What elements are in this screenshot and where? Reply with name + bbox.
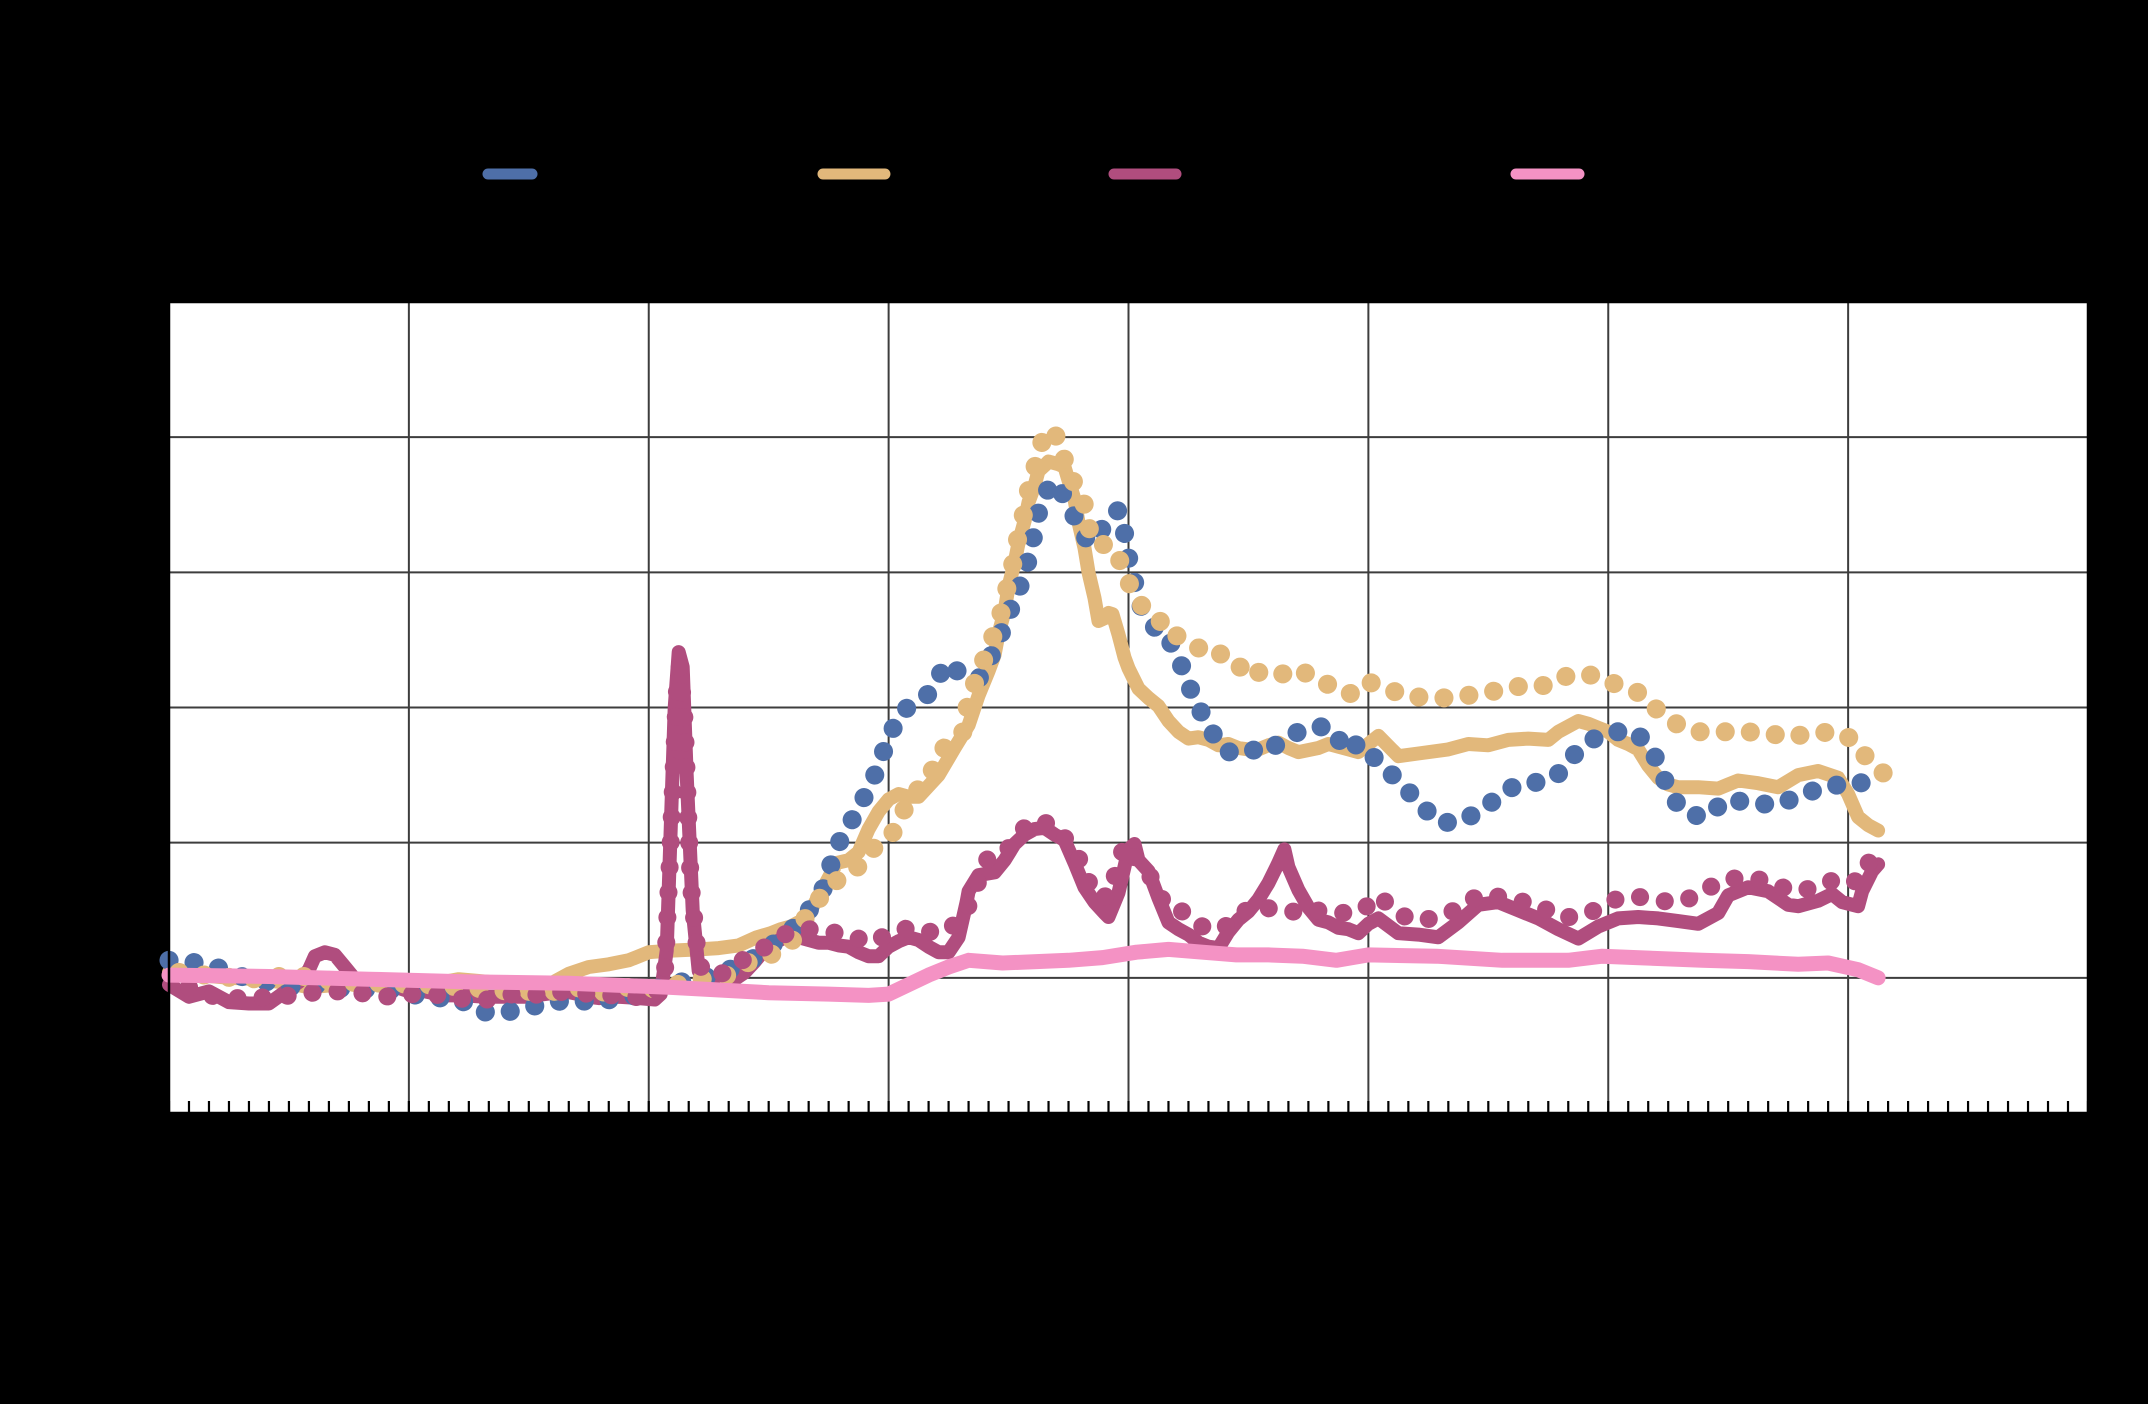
plot-border bbox=[167, 300, 2090, 1115]
series-pink-solid bbox=[161, 941, 1886, 1003]
series-blue-dotted bbox=[159, 472, 1886, 1023]
series-tan-solid bbox=[162, 454, 1886, 995]
series-tan-dotted bbox=[169, 419, 1894, 1003]
data-series bbox=[159, 419, 1894, 1023]
spines bbox=[167, 300, 2090, 1115]
x-axis-minor-ticks bbox=[167, 1101, 2090, 1113]
series-maroon-dotted bbox=[180, 658, 1880, 1009]
